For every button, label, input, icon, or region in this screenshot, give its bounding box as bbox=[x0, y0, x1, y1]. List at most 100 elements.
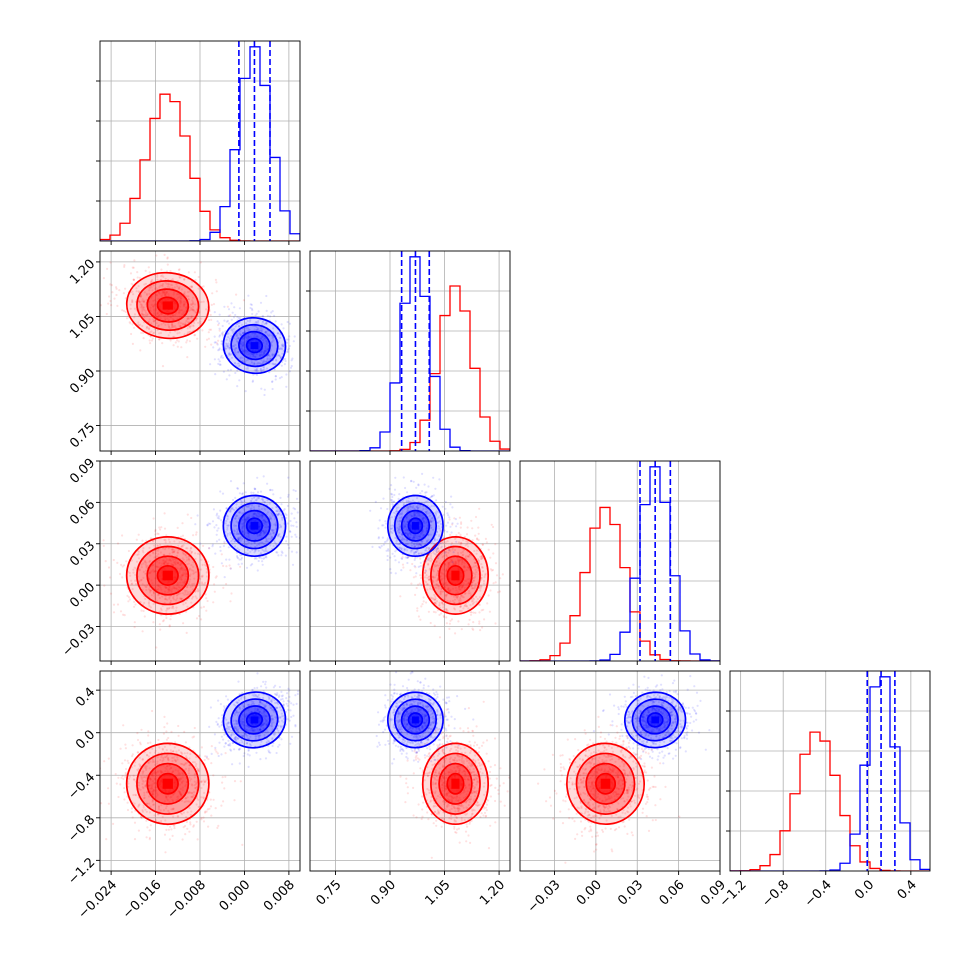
scatter-point bbox=[242, 344, 245, 347]
scatter-point bbox=[276, 551, 279, 554]
scatter-point bbox=[462, 538, 465, 542]
scatter-point bbox=[232, 331, 235, 334]
scatter-point bbox=[249, 303, 252, 306]
scatter-point bbox=[393, 493, 396, 497]
scatter-point bbox=[225, 519, 228, 523]
scatter-point bbox=[244, 531, 247, 534]
scatter-point bbox=[145, 325, 148, 328]
scatter-point bbox=[288, 530, 292, 533]
scatter-point bbox=[238, 321, 241, 324]
scatter-point bbox=[130, 583, 133, 586]
scatter-point bbox=[293, 517, 296, 520]
scatter-point bbox=[215, 540, 218, 543]
scatter-point bbox=[173, 549, 176, 552]
scatter-point bbox=[181, 534, 185, 537]
scatter-point bbox=[479, 585, 482, 588]
scatter-point bbox=[178, 305, 182, 308]
scatter-point bbox=[150, 280, 153, 283]
scatter-point bbox=[264, 529, 267, 532]
scatter-point bbox=[272, 493, 275, 496]
scatter-point bbox=[294, 489, 297, 493]
scatter-point bbox=[271, 340, 274, 343]
scatter-point bbox=[269, 537, 272, 541]
scatter-point bbox=[120, 563, 123, 567]
scatter-point bbox=[188, 325, 191, 328]
scatter-point bbox=[181, 838, 184, 841]
scatter-point bbox=[242, 349, 245, 352]
scatter-point bbox=[172, 548, 175, 551]
scatter-point bbox=[263, 349, 266, 352]
scatter-point bbox=[185, 556, 188, 559]
scatter-point bbox=[402, 476, 405, 479]
scatter-point bbox=[231, 328, 234, 331]
scatter-point bbox=[244, 349, 247, 352]
scatter-point bbox=[187, 298, 190, 301]
scatter-point bbox=[148, 571, 151, 575]
scatter-point bbox=[236, 362, 239, 365]
scatter-point bbox=[266, 334, 269, 337]
scatter-point bbox=[394, 572, 397, 575]
scatter-point bbox=[451, 599, 455, 602]
scatter-point bbox=[187, 558, 190, 561]
scatter-point bbox=[177, 548, 180, 552]
scatter-point bbox=[231, 506, 234, 509]
scatter-point bbox=[213, 590, 216, 593]
scatter-point bbox=[244, 518, 247, 521]
scatter-point bbox=[246, 329, 249, 332]
scatter-point bbox=[474, 564, 477, 568]
scatter-point bbox=[172, 325, 175, 329]
scatter-point bbox=[186, 827, 189, 830]
scatter-point bbox=[164, 851, 167, 854]
scatter-point bbox=[286, 504, 290, 507]
scatter-point bbox=[423, 566, 426, 569]
scatter-point bbox=[441, 602, 444, 605]
y-tick-label: −0.03 bbox=[60, 621, 99, 660]
scatter-point bbox=[160, 588, 163, 591]
scatter-point bbox=[241, 506, 244, 509]
scatter-point bbox=[241, 523, 244, 526]
scatter-point bbox=[166, 591, 169, 594]
scatter-point bbox=[166, 608, 169, 611]
scatter-point bbox=[252, 506, 256, 509]
scatter-point bbox=[145, 569, 148, 572]
scatter-point bbox=[178, 331, 181, 334]
scatter-point bbox=[253, 487, 256, 490]
scatter-point bbox=[252, 491, 255, 494]
panel-frame bbox=[99, 40, 301, 242]
scatter-point bbox=[141, 300, 144, 303]
scatter-point bbox=[460, 563, 463, 566]
scatter-point bbox=[178, 308, 181, 311]
scatter-point bbox=[191, 582, 194, 586]
scatter-point bbox=[171, 322, 174, 325]
scatter-point bbox=[246, 367, 249, 370]
scatter-point bbox=[265, 530, 268, 533]
scatter-point bbox=[459, 588, 462, 592]
scatter-point bbox=[144, 585, 147, 589]
scatter-point bbox=[481, 543, 484, 546]
scatter-point bbox=[265, 540, 268, 543]
scatter-point bbox=[442, 541, 445, 544]
scatter-point bbox=[238, 536, 242, 539]
scatter-point bbox=[157, 584, 160, 587]
scatter-point bbox=[230, 353, 233, 356]
scatter-point bbox=[199, 261, 202, 264]
scatter-point bbox=[240, 562, 243, 565]
scatter-point bbox=[264, 549, 268, 553]
scatter-point bbox=[212, 774, 215, 777]
histogram-series-1 bbox=[310, 256, 510, 451]
scatter-point bbox=[447, 566, 450, 569]
scatter-point bbox=[149, 606, 152, 609]
scatter-point bbox=[233, 524, 236, 527]
scatter-point bbox=[192, 534, 195, 537]
scatter-point bbox=[494, 562, 498, 565]
scatter-point bbox=[280, 516, 284, 519]
scatter-point bbox=[458, 516, 461, 519]
scatter-point bbox=[226, 528, 229, 531]
scatter-point bbox=[458, 599, 461, 602]
scatter-point bbox=[104, 560, 107, 563]
scatter-point bbox=[436, 609, 439, 612]
scatter-point bbox=[171, 605, 174, 608]
scatter-point bbox=[212, 346, 215, 349]
scatter-point bbox=[261, 514, 264, 517]
scatter-point bbox=[238, 492, 241, 495]
